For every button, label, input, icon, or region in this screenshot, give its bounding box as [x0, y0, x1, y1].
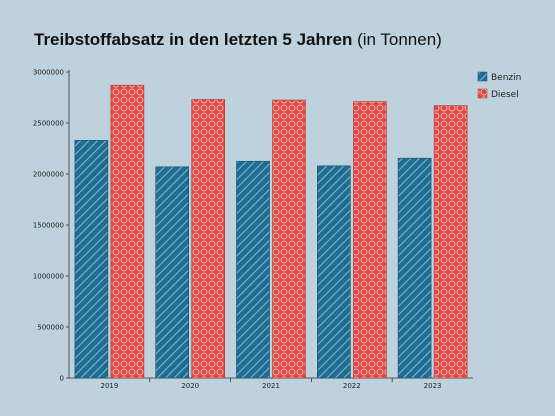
y-tick-label: 500000: [37, 324, 64, 332]
y-tick-label: 3000000: [33, 69, 64, 77]
legend-swatch-diesel: [477, 88, 488, 99]
bar-benzin-2023: [397, 157, 432, 379]
bar-benzin-2019: [74, 140, 109, 379]
y-tick-label: 1000000: [33, 273, 64, 281]
legend-label-benzin: Benzin: [491, 73, 521, 83]
chart-title-main: Treibstoffabsatz in den letzten 5 Jahren: [34, 30, 353, 49]
bar-benzin-2020: [155, 166, 189, 379]
y-tick-label: 1500000: [33, 222, 64, 230]
bar-diesel-2022: [352, 101, 387, 379]
bar-diesel-2020: [191, 99, 225, 379]
y-tick-label: 2500000: [33, 120, 64, 128]
bar-diesel-2023: [433, 105, 468, 379]
legend-swatch-benzin: [477, 71, 488, 82]
bar-benzin-2022: [316, 165, 351, 379]
legend: Benzin Diesel: [477, 71, 521, 100]
x-tick-label: 2021: [262, 382, 280, 390]
legend-label-diesel: Diesel: [491, 90, 519, 100]
chart-title: Treibstoffabsatz in den letzten 5 Jahren…: [34, 30, 442, 50]
bar-benzin-2021: [236, 160, 270, 379]
y-tick-label: 0: [60, 375, 64, 383]
bars: [74, 84, 468, 379]
x-tick-label: 2023: [424, 382, 442, 390]
bar-diesel-2019: [110, 84, 145, 379]
bar-diesel-2021: [272, 99, 306, 379]
y-tick-label: 2000000: [33, 171, 64, 179]
chart-title-unit: (in Tonnen): [357, 30, 442, 49]
x-tick-label: 2022: [343, 382, 361, 390]
x-tick-label: 2019: [100, 382, 118, 390]
x-tick-label: 2020: [181, 382, 199, 390]
